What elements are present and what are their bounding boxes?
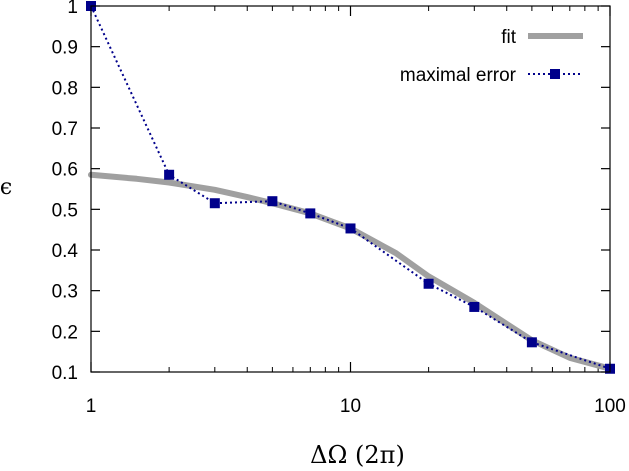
fit-curve — [88, 171, 613, 372]
y-tick-label: 0.7 — [52, 119, 78, 140]
x-tick-label: 1 — [86, 396, 97, 417]
y-tick-label: 0.5 — [52, 200, 78, 221]
maximal-error-line — [90, 5, 611, 370]
series-layer — [86, 1, 615, 374]
axis-labels: ΔΩ (2π) ϵ — [0, 175, 405, 469]
y-tick-label: 0.3 — [52, 282, 78, 303]
x-axis-label: ΔΩ (2π) — [310, 441, 405, 469]
maximal-error-point — [164, 169, 175, 180]
legend-swatch-maximal-error-marker — [550, 69, 560, 79]
maximal-error-point — [526, 337, 537, 348]
legend: fit maximal error — [400, 27, 583, 86]
y-tick-label: 0.2 — [52, 322, 78, 343]
y-tick-label: 0.6 — [52, 160, 78, 181]
maximal-error-point — [469, 301, 480, 312]
maximal-error-point — [423, 278, 434, 289]
y-tick-label: 0.1 — [52, 363, 78, 384]
legend-label-maximal-error: maximal error — [400, 65, 517, 86]
legend-label-fit: fit — [501, 27, 517, 48]
y-tick-label: 0.9 — [52, 38, 78, 59]
maximal-error-point — [267, 196, 278, 207]
y-tick-label: 0.8 — [52, 78, 78, 99]
x-tick-label: 100 — [594, 396, 626, 417]
maximal-error-point — [209, 198, 220, 209]
maximal-error-point — [305, 208, 316, 219]
y-tick-label: 1 — [67, 0, 78, 18]
maximal-error-point — [345, 223, 356, 234]
x-tick-label: 10 — [340, 396, 361, 417]
y-tick-label: 0.4 — [52, 241, 79, 262]
y-axis-label: ϵ — [0, 175, 12, 200]
plot-frame — [90, 5, 611, 373]
ticks-layer: 0.1 0.2 0.3 0.4 0.5 0.6 0.7 0.8 0.9 1 1 10 100 — [52, 0, 626, 417]
